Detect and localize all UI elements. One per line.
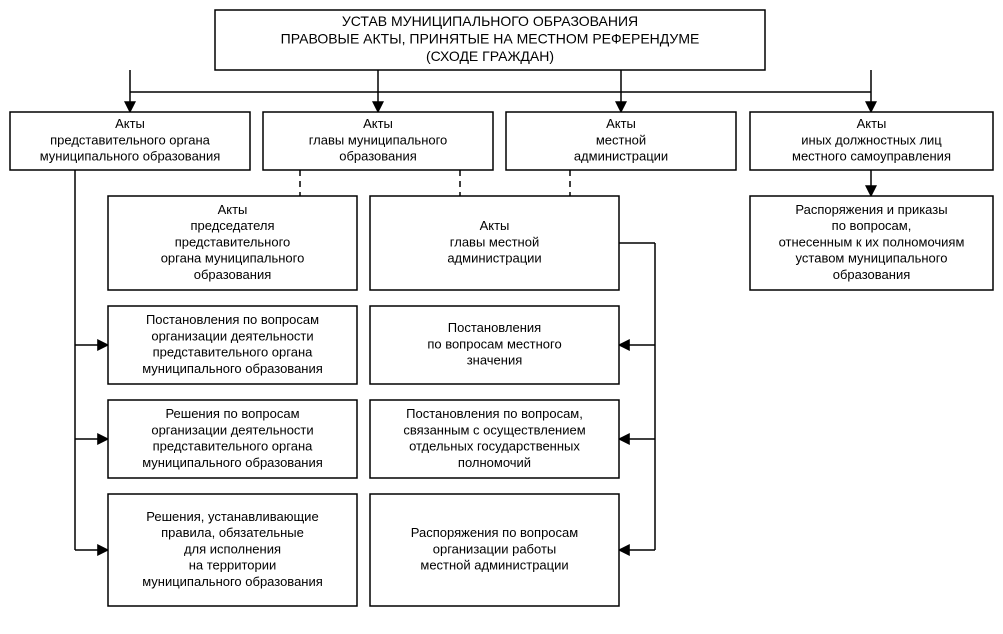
node-label: Постановления по вопросам bbox=[146, 312, 319, 327]
node-col4: Актыиных должностных лиц местного самоупр… bbox=[750, 112, 993, 170]
node-right_c: Постановления по вопросам,связанным с ос… bbox=[370, 400, 619, 478]
node-label: полномочий bbox=[458, 455, 531, 470]
node-label: по вопросам, bbox=[832, 218, 912, 233]
node-label: организации деятельности bbox=[151, 422, 313, 437]
node-col1: Актыпредставительного органа муниципально… bbox=[10, 112, 250, 170]
node-label: отнесенным к их полномочиям bbox=[779, 234, 965, 249]
node-left_c: Решения по вопросаморганизации деятельно… bbox=[108, 400, 357, 478]
node-label: муниципального образования bbox=[142, 455, 323, 470]
node-label: администрации bbox=[447, 251, 541, 266]
node-label: Акты bbox=[218, 202, 248, 217]
node-label: иных должностных лиц bbox=[801, 132, 942, 147]
node-label: председателя bbox=[190, 218, 274, 233]
node-label: отдельных государственных bbox=[409, 439, 580, 454]
node-label: главы муниципального bbox=[309, 132, 448, 147]
node-label: местного самоуправления bbox=[792, 149, 951, 164]
node-root: УСТАВ МУНИЦИПАЛЬНОГО ОБРАЗОВАНИЯ ПРАВОВЫЕ… bbox=[215, 10, 765, 70]
node-right_b: Постановленияпо вопросам местного значени… bbox=[370, 306, 619, 384]
node-label: Решения, устанавливающие bbox=[146, 509, 318, 524]
node-label: местной администрации bbox=[420, 558, 568, 573]
node-label: по вопросам местного bbox=[427, 336, 561, 351]
node-label: Постановления bbox=[448, 320, 541, 335]
node-label: образования bbox=[833, 267, 911, 282]
node-label: представительного органа bbox=[153, 345, 314, 360]
node-label: представительного bbox=[175, 234, 291, 249]
node-label: образования bbox=[339, 149, 417, 164]
node-label: администрации bbox=[574, 149, 668, 164]
node-label: представительного органа bbox=[50, 132, 211, 147]
node-label: уставом муниципального bbox=[796, 251, 948, 266]
node-label: муниципального образования bbox=[40, 149, 221, 164]
node-label: главы местной bbox=[450, 234, 539, 249]
node-label: значения bbox=[467, 353, 523, 368]
node-label: представительного органа bbox=[153, 439, 314, 454]
node-label: местной bbox=[596, 132, 646, 147]
node-label: Акты bbox=[857, 116, 887, 131]
node-label: Решения по вопросам bbox=[165, 406, 299, 421]
node-label: Акты bbox=[363, 116, 393, 131]
node-label: органа муниципального bbox=[161, 251, 305, 266]
node-label: на территории bbox=[189, 558, 277, 573]
node-label: Акты bbox=[480, 218, 510, 233]
node-label: муниципального образования bbox=[142, 574, 323, 589]
node-col2: Актыглавы муниципального образования bbox=[263, 112, 493, 170]
node-label: для исполнения bbox=[184, 541, 281, 556]
node-label: организации деятельности bbox=[151, 328, 313, 343]
node-label: муниципального образования bbox=[142, 361, 323, 376]
node-label: Распоряжения и приказы bbox=[795, 202, 947, 217]
node-left_b: Постановления по вопросаморганизации дея… bbox=[108, 306, 357, 384]
node-label: правила, обязательные bbox=[161, 525, 304, 540]
node-label: УСТАВ МУНИЦИПАЛЬНОГО ОБРАЗОВАНИЯ bbox=[342, 13, 638, 29]
node-col3: Актыместной администрации bbox=[506, 112, 736, 170]
node-right_d: Распоряжения по вопросаморганизации рабо… bbox=[370, 494, 619, 606]
flowchart-canvas: УСТАВ МУНИЦИПАЛЬНОГО ОБРАЗОВАНИЯ ПРАВОВЫЕ… bbox=[0, 0, 1003, 634]
node-left_d: Решения, устанавливающиеправила, обязате… bbox=[108, 494, 357, 606]
node-col4out: Распоряжения и приказыпо вопросам,отнесе… bbox=[750, 196, 993, 290]
node-sub2a: Актыпредседателяпредставительного органа … bbox=[108, 196, 357, 290]
node-label: ПРАВОВЫЕ АКТЫ, ПРИНЯТЫЕ НА МЕСТНОМ РЕФЕР… bbox=[281, 31, 700, 47]
node-label: Акты bbox=[606, 116, 636, 131]
node-label: Акты bbox=[115, 116, 145, 131]
node-label: Распоряжения по вопросам bbox=[411, 525, 578, 540]
node-label: (СХОДЕ ГРАЖДАН) bbox=[426, 48, 554, 64]
node-label: образования bbox=[194, 267, 272, 282]
node-sub3a: Актыглавы местной администрации bbox=[370, 196, 619, 290]
node-label: связанным с осуществлением bbox=[403, 422, 585, 437]
node-label: Постановления по вопросам, bbox=[406, 406, 583, 421]
node-label: организации работы bbox=[433, 541, 557, 556]
